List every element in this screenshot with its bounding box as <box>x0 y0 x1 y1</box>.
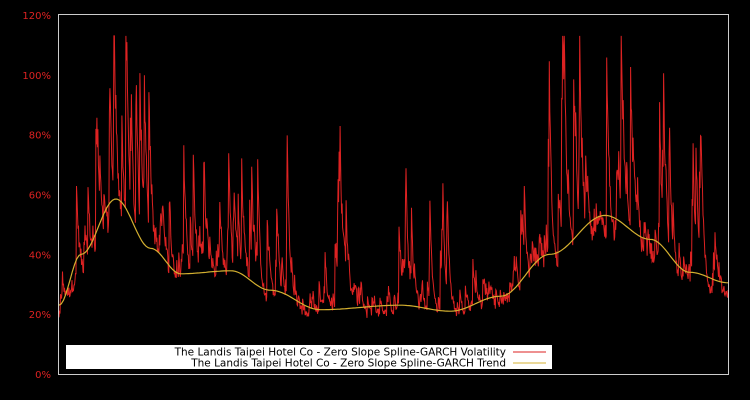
volatility-series <box>58 35 729 318</box>
y-tick-label: 20% <box>29 310 51 321</box>
volatility-line <box>58 35 729 318</box>
y-tick-label: 80% <box>29 131 51 142</box>
plot-frame <box>58 14 729 375</box>
y-axis-tick-labels: 0% 20% 40% 60% 80% 100% 120% <box>22 11 51 381</box>
trend-line <box>58 198 729 312</box>
y-tick-label: 100% <box>22 71 51 82</box>
legend-box <box>66 345 552 369</box>
legend: The Landis Taipei Hotel Co - Zero Slope … <box>66 345 552 370</box>
y-tick-label: 120% <box>22 11 51 22</box>
legend-label-trend: The Landis Taipei Hotel Co - Zero Slope … <box>190 358 506 370</box>
y-tick-label: 60% <box>29 191 51 202</box>
y-tick-label: 0% <box>35 370 51 381</box>
legend-label-volatility: The Landis Taipei Hotel Co - Zero Slope … <box>174 347 506 359</box>
y-tick-label: 40% <box>29 250 51 261</box>
